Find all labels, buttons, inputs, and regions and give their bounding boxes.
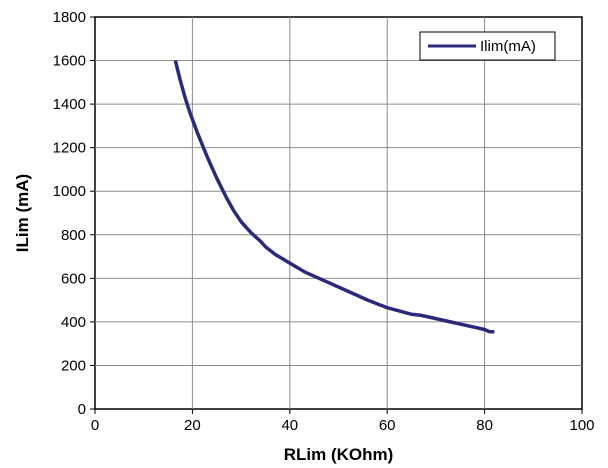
x-tick-label: 40 [281, 417, 298, 434]
y-tick-label: 400 [61, 314, 86, 331]
y-tick-label: 1200 [53, 140, 86, 157]
y-tick-label: 0 [78, 401, 86, 418]
x-tick-label: 100 [569, 417, 594, 434]
x-tick-label: 80 [476, 417, 493, 434]
series-layer [173, 60, 495, 334]
y-tick-label: 200 [61, 357, 86, 374]
x-tick-label: 60 [379, 417, 396, 434]
ticks: 0 20 40 60 80 1000200400600800100012001400160… [53, 9, 595, 434]
y-tick-label: 1000 [53, 183, 86, 200]
plot-area [94, 16, 583, 410]
y-tick-label: 800 [61, 227, 86, 244]
legend-label: Ilim(mA) [480, 38, 536, 55]
x-tick-label: 20 [184, 417, 201, 434]
y-axis-title: ILim (mA) [13, 174, 32, 252]
y-tick-label: 600 [61, 270, 86, 287]
y-tick-label: 1400 [53, 96, 86, 113]
series-line [173, 60, 495, 334]
x-axis-title: RLim (KOhm) [284, 445, 394, 464]
y-tick-label: 1800 [53, 9, 86, 26]
legend: Ilim(mA) [419, 31, 556, 61]
y-tick-label: 1600 [53, 53, 86, 70]
x-tick-label: 0 [91, 417, 99, 434]
